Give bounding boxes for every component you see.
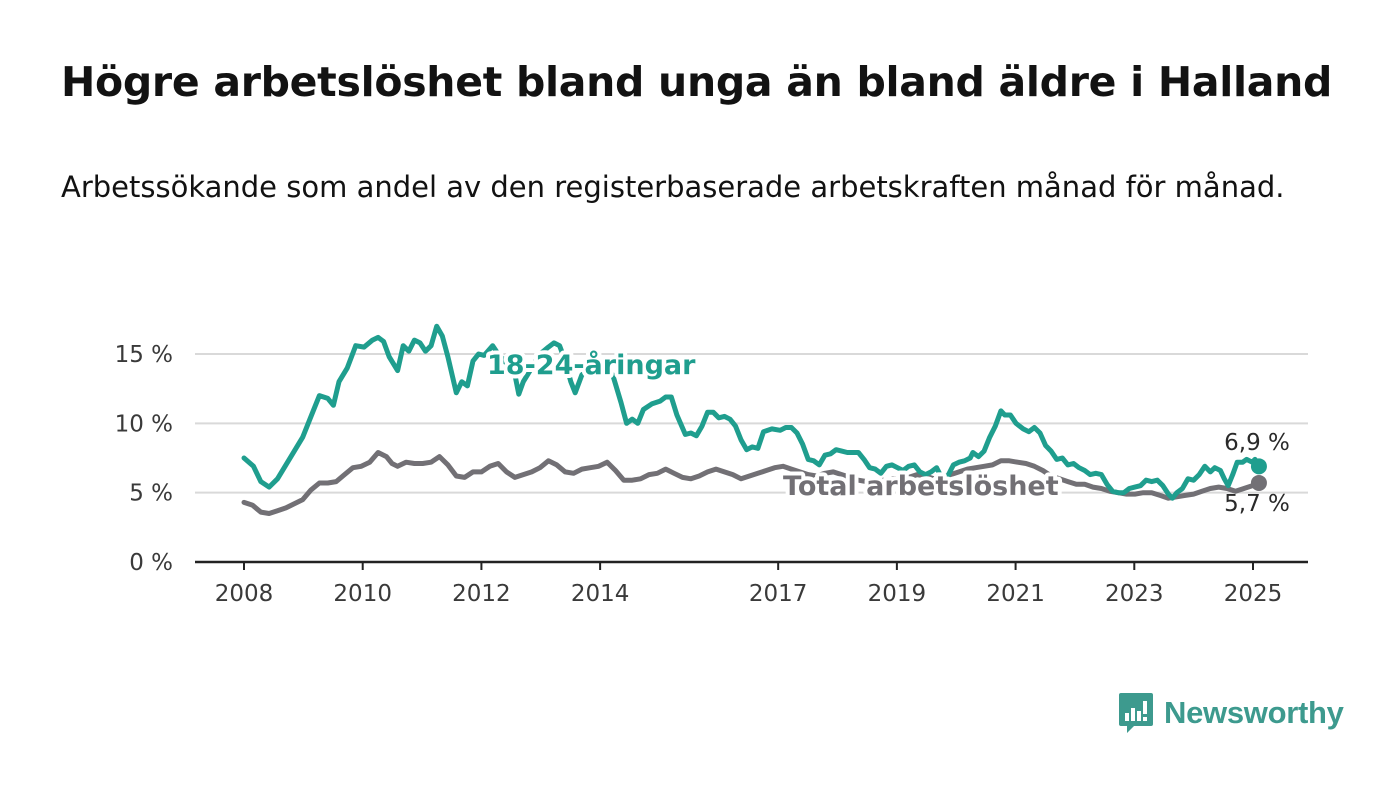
x-tick-label: 2023 — [1105, 581, 1164, 607]
series-line-total — [241, 450, 1262, 516]
y-tick-label: 0 % — [129, 550, 173, 576]
end-point-youth — [1250, 458, 1267, 475]
x-tick-label: 2025 — [1224, 581, 1283, 607]
grid-lines — [195, 353, 1308, 494]
x-tick-label: 2014 — [571, 581, 630, 607]
y-tick-label: 5 % — [129, 481, 173, 507]
newsworthy-logo-icon — [1119, 693, 1153, 733]
y-tick-label: 15 % — [115, 342, 173, 368]
series-label-total: Total arbetslöshet — [783, 471, 1059, 502]
series-line-youth — [241, 323, 1262, 501]
x-tick-label: 2017 — [749, 581, 808, 607]
chart-subtitle: Arbetssökande som andel av den registerb… — [61, 170, 1285, 204]
series-label-youth-halo: 18-24-åringar — [487, 349, 696, 381]
x-tick-label: 2019 — [868, 581, 927, 607]
end-label-total: 5,7 % — [1224, 491, 1290, 517]
series-label-youth: 18-24-åringar — [487, 349, 696, 381]
x-tick-label: 2008 — [215, 581, 274, 607]
y-tick-label: 10 % — [115, 411, 173, 437]
series-lines — [241, 323, 1267, 516]
newsworthy-logo: Newsworthy — [1118, 690, 1344, 736]
series-label-total-halo: Total arbetslöshet — [783, 471, 1059, 502]
x-tick-label: 2010 — [333, 581, 392, 607]
end-point-total — [1250, 474, 1267, 491]
axes: 0 % 5 % 10 % 15 % 2008 2010 2012 2014 2017 2019 20… — [115, 342, 1308, 607]
x-tick-label: 2021 — [986, 581, 1045, 607]
end-label-youth: 6,9 % — [1224, 430, 1290, 456]
chart-title: Högre arbetslöshet bland unga än bland ä… — [61, 58, 1333, 106]
x-tick-label: 2012 — [452, 581, 511, 607]
brand-name: Newsworthy — [1164, 695, 1344, 730]
